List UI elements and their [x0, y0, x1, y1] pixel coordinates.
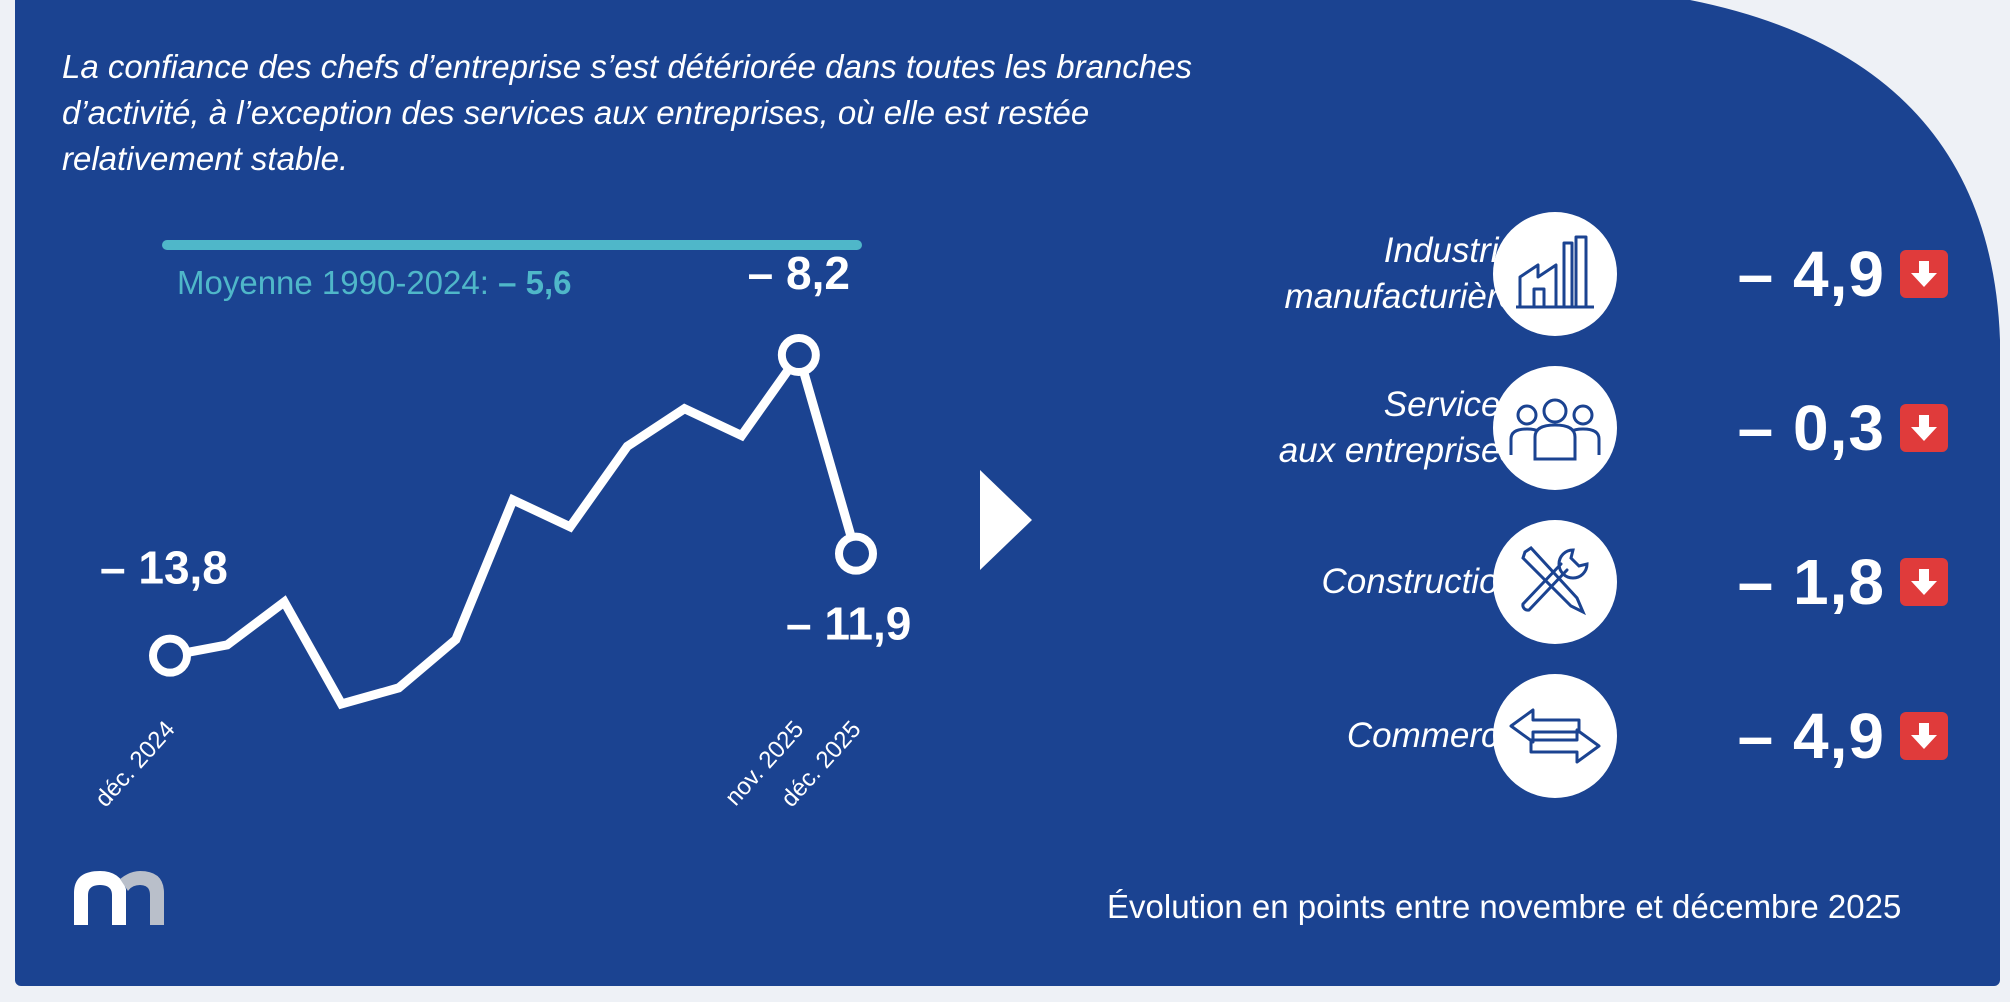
play-arrow-icon: [980, 470, 1032, 570]
sector-value: – 4,9: [1737, 238, 1885, 310]
data-point-marker: [777, 334, 820, 376]
x-tick-label: déc. 2024: [90, 716, 181, 812]
sector-row-services: Services aux entreprises – 0,3: [1080, 366, 1950, 490]
average-label-text: Moyenne 1990-2024:: [177, 264, 489, 301]
data-label: – 8,2: [748, 247, 850, 299]
sector-label: Services aux entreprises: [1118, 366, 1518, 490]
sector-label-line: Construction: [1321, 562, 1518, 601]
footnote: Évolution en points entre novembre et dé…: [1107, 888, 1902, 925]
sector-row-industrie: Industrie manufacturière – 4,9: [1080, 212, 1950, 336]
sector-value: – 1,8: [1737, 546, 1885, 618]
sector-label: Commerce: [1118, 674, 1518, 798]
factory-icon: [1493, 212, 1617, 336]
average-label: Moyenne 1990-2024: – 5,6: [177, 264, 571, 302]
down-arrow-icon: [1900, 712, 1948, 760]
down-arrow-icon: [1900, 404, 1948, 452]
sector-value: – 0,3: [1737, 392, 1885, 464]
sector-label: Construction: [1118, 520, 1518, 644]
data-label: – 11,9: [786, 598, 911, 650]
sector-label: Industrie manufacturière: [1118, 212, 1518, 336]
average-value: – 5,6: [498, 264, 572, 301]
tools-icon: [1493, 520, 1617, 644]
data-point-marker: [835, 532, 877, 575]
exchange-arrows-icon: [1493, 674, 1617, 798]
sector-row-construction: Construction – 1,8: [1080, 520, 1950, 644]
logo-icon: [74, 871, 164, 925]
intro-text: La confiance des chefs d’entreprise s’es…: [62, 48, 1193, 177]
down-arrow-icon: [1900, 250, 1948, 298]
sector-value: – 4,9: [1737, 700, 1885, 772]
people-icon: [1493, 366, 1617, 490]
data-point-marker: [149, 634, 191, 677]
sector-label-line: aux entreprises: [1278, 431, 1518, 470]
average-line: [162, 240, 862, 250]
series-line: [169, 344, 861, 710]
sector-label-line: Commerce: [1346, 716, 1518, 755]
down-arrow-icon: [1900, 558, 1948, 606]
sector-label-line: manufacturière: [1284, 277, 1518, 316]
sector-row-commerce: Commerce – 4,9: [1080, 674, 1950, 798]
data-label: – 13,8: [100, 542, 228, 594]
